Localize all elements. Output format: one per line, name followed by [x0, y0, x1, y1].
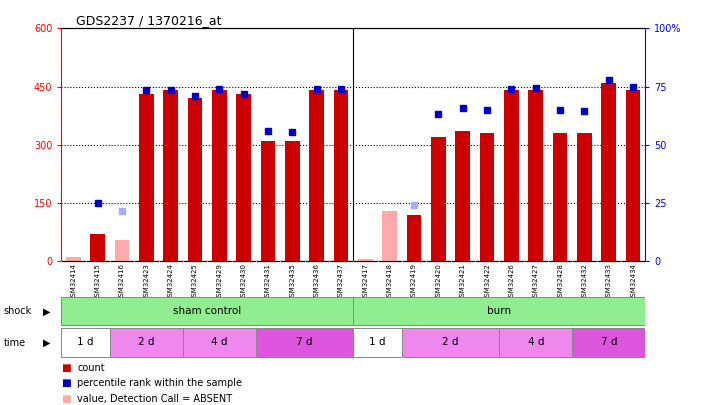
Bar: [139, 94, 154, 261]
Text: GSM32428: GSM32428: [557, 263, 563, 301]
Text: GSM32423: GSM32423: [143, 263, 149, 301]
Bar: [256, 328, 353, 357]
Bar: [577, 133, 592, 261]
Text: GSM32420: GSM32420: [435, 263, 441, 301]
Bar: [479, 133, 495, 261]
Text: 7 d: 7 d: [601, 337, 617, 347]
Text: GSM32416: GSM32416: [119, 263, 125, 301]
Bar: [353, 328, 402, 357]
Text: value, Detection Call = ABSENT: value, Detection Call = ABSENT: [77, 394, 232, 403]
Text: GSM32427: GSM32427: [533, 263, 539, 301]
Text: sham control: sham control: [173, 307, 242, 316]
Text: GSM32418: GSM32418: [386, 263, 393, 301]
Bar: [115, 240, 130, 261]
Bar: [601, 83, 616, 261]
Bar: [61, 328, 110, 357]
Text: GSM32433: GSM32433: [606, 263, 612, 301]
Text: 2 d: 2 d: [443, 337, 459, 347]
Text: count: count: [77, 363, 105, 373]
Text: ■: ■: [61, 394, 71, 403]
Text: GSM32434: GSM32434: [630, 263, 636, 301]
Bar: [553, 133, 567, 261]
Bar: [528, 90, 543, 261]
Bar: [61, 297, 353, 326]
Text: percentile rank within the sample: percentile rank within the sample: [77, 378, 242, 388]
Bar: [183, 328, 256, 357]
Text: time: time: [4, 338, 26, 347]
Text: 4 d: 4 d: [211, 337, 228, 347]
Text: GSM32435: GSM32435: [289, 263, 296, 301]
Bar: [353, 297, 645, 326]
Text: ▶: ▶: [43, 307, 50, 316]
Bar: [431, 137, 446, 261]
Bar: [626, 90, 640, 261]
Bar: [382, 211, 397, 261]
Bar: [358, 259, 373, 261]
Text: ▶: ▶: [43, 338, 50, 347]
Bar: [334, 90, 348, 261]
Bar: [572, 328, 645, 357]
Text: GSM32425: GSM32425: [192, 263, 198, 301]
Bar: [91, 234, 105, 261]
Text: shock: shock: [4, 307, 32, 316]
Text: GSM32424: GSM32424: [168, 263, 174, 301]
Text: GSM32432: GSM32432: [581, 263, 588, 301]
Bar: [212, 90, 226, 261]
Text: GSM32426: GSM32426: [508, 263, 515, 301]
Text: GSM32437: GSM32437: [338, 263, 344, 301]
Text: GDS2237 / 1370216_at: GDS2237 / 1370216_at: [76, 14, 221, 27]
Text: GSM32436: GSM32436: [314, 263, 320, 301]
Bar: [285, 141, 300, 261]
Bar: [407, 215, 421, 261]
Text: 2 d: 2 d: [138, 337, 155, 347]
Text: GSM32430: GSM32430: [241, 263, 247, 301]
Text: GSM32431: GSM32431: [265, 263, 271, 301]
Text: GSM32422: GSM32422: [484, 263, 490, 301]
Text: GSM32417: GSM32417: [363, 263, 368, 301]
Bar: [187, 98, 203, 261]
Text: burn: burn: [487, 307, 511, 316]
Text: GSM32421: GSM32421: [460, 263, 466, 301]
Text: GSM32415: GSM32415: [94, 263, 101, 301]
Text: 1 d: 1 d: [369, 337, 386, 347]
Text: GSM32414: GSM32414: [71, 263, 76, 301]
Bar: [499, 328, 572, 357]
Text: 7 d: 7 d: [296, 337, 313, 347]
Text: ■: ■: [61, 363, 71, 373]
Bar: [164, 90, 178, 261]
Bar: [504, 90, 519, 261]
Bar: [309, 90, 324, 261]
Bar: [261, 141, 275, 261]
Bar: [66, 257, 81, 261]
Text: GSM32429: GSM32429: [216, 263, 223, 301]
Bar: [110, 328, 183, 357]
Text: 1 d: 1 d: [77, 337, 94, 347]
Bar: [402, 328, 499, 357]
Bar: [236, 94, 251, 261]
Bar: [456, 131, 470, 261]
Text: GSM32419: GSM32419: [411, 263, 417, 301]
Text: ■: ■: [61, 378, 71, 388]
Text: 4 d: 4 d: [528, 337, 544, 347]
